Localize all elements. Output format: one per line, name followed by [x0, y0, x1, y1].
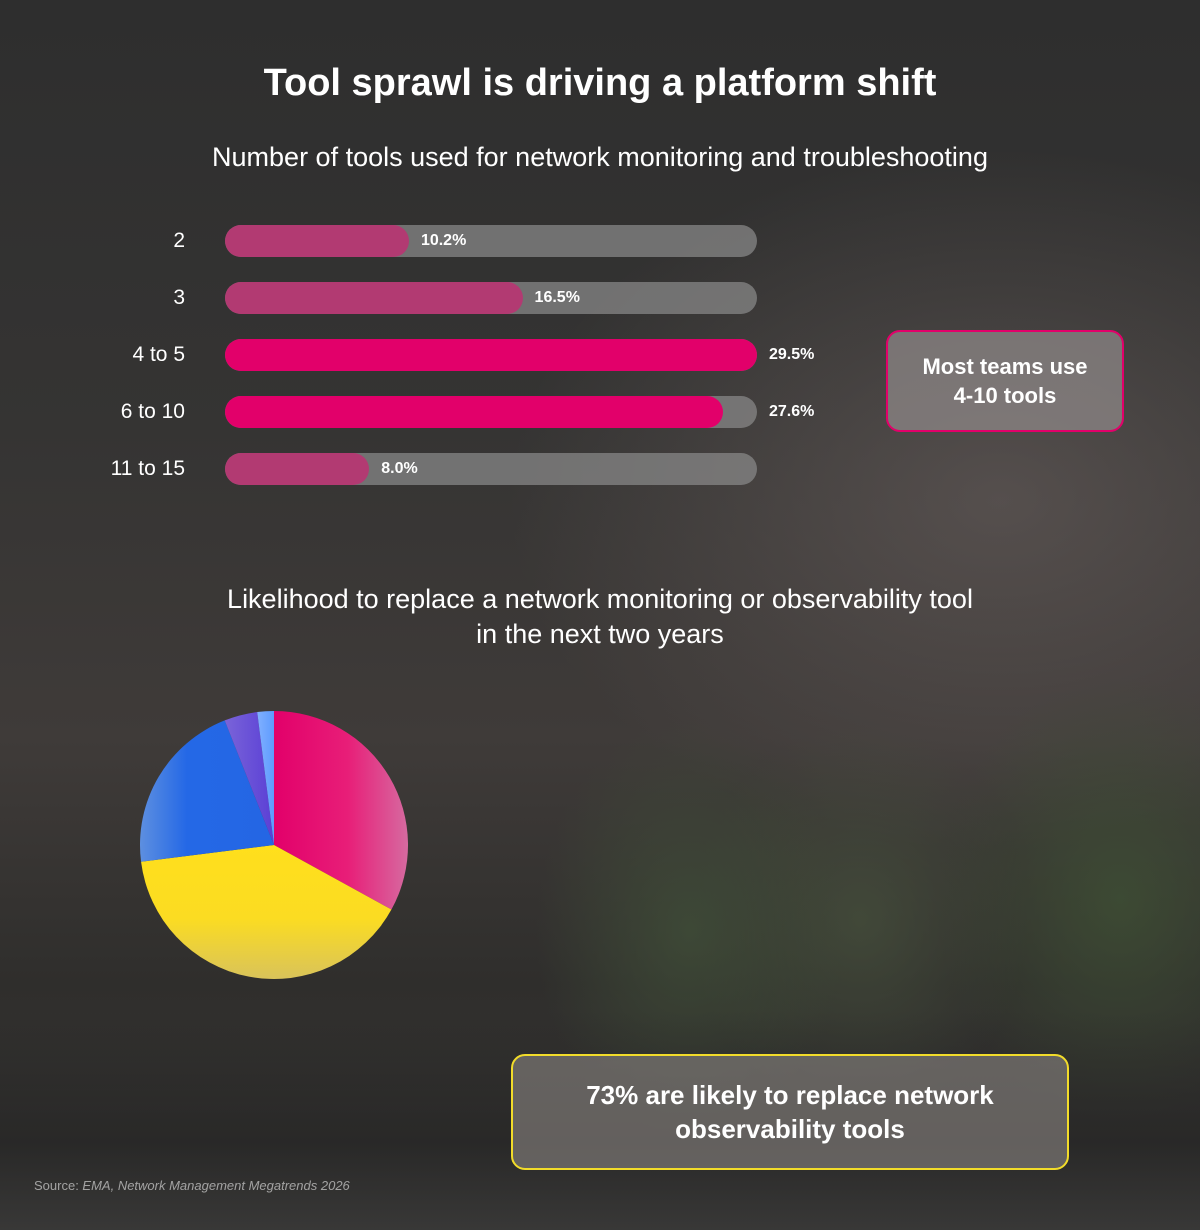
page-title: Tool sprawl is driving a platform shift — [263, 62, 937, 104]
bar-track — [225, 225, 757, 257]
bar-track — [225, 339, 757, 371]
source-note: Source: EMA, Network Management Megatren… — [34, 1178, 350, 1193]
bar-value-label: 10.2% — [420, 232, 467, 249]
pie-slice — [141, 845, 392, 979]
bar — [225, 339, 757, 371]
pie-slice — [139, 720, 274, 862]
bar — [225, 396, 723, 428]
callout-replace-line2: observability tools — [675, 1114, 905, 1144]
bar — [225, 282, 523, 314]
callout-replace: 73% are likely to replace network observ… — [511, 1054, 1069, 1170]
bar-category-label: 2 — [173, 229, 185, 252]
bar-value-label: 8.0% — [381, 460, 418, 477]
bar-value-label: 27.6% — [769, 403, 815, 420]
bar-category-label: 3 — [173, 286, 185, 309]
bar-track — [225, 396, 757, 428]
bar — [225, 225, 409, 257]
bar-row: 4 to 5 29.5% — [0, 338, 1200, 372]
bar-row: 3 16.5% — [0, 281, 1200, 315]
bar-value-label: 29.5% — [769, 346, 815, 363]
pie-slice — [257, 711, 274, 845]
bar-category-label: 11 to 15 — [110, 457, 185, 480]
bar-track — [225, 453, 757, 485]
bar-row: 11 to 15 8.0% — [0, 452, 1200, 486]
callout-most-teams-line1: Most teams use — [922, 354, 1088, 379]
pie-slice — [224, 712, 274, 845]
bar-category-label: 6 to 10 — [120, 400, 185, 423]
bar — [225, 453, 370, 485]
bar-chart-title: Number of tools used for network monitor… — [212, 142, 988, 172]
pie-chart-title: Likelihood to replace a network monitori… — [0, 582, 1200, 652]
pie-slice — [274, 711, 408, 910]
bar-row: 2 10.2% — [0, 224, 1200, 258]
source-text: EMA, Network Management Megatrends 2026 — [82, 1178, 350, 1193]
callout-replace-line1: 73% are likely to replace network — [586, 1080, 994, 1110]
bar-category-label: 4 to 5 — [132, 343, 185, 366]
bar-track — [225, 282, 757, 314]
source-prefix: Source: — [34, 1178, 83, 1193]
callout-most-teams: Most teams use 4-10 tools — [886, 330, 1124, 432]
pie-chart-title-line1: Likelihood to replace a network monitori… — [227, 584, 973, 614]
pie-chart-title-line2: in the next two years — [476, 619, 724, 649]
callout-most-teams-line2: 4-10 tools — [953, 383, 1057, 408]
bar-value-label: 16.5% — [534, 289, 580, 306]
bar-row: 6 to 10 27.6% — [0, 395, 1200, 429]
